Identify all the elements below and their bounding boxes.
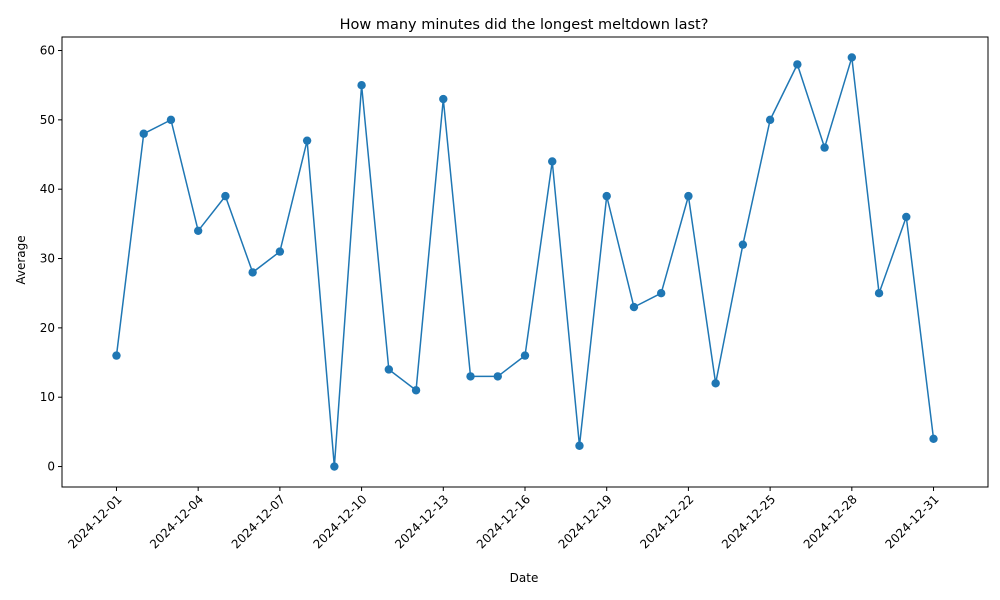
data-point	[275, 247, 285, 256]
y-tick-label: 0	[47, 460, 55, 474]
y-tick-label: 10	[40, 390, 55, 404]
data-point	[493, 372, 502, 381]
data-point	[411, 386, 421, 395]
data-point	[357, 80, 366, 90]
x-tick-label: 2024-12-01	[65, 492, 124, 551]
y-tick-label: 60	[40, 44, 55, 58]
data-point	[112, 351, 121, 360]
x-tick-label: 2024-12-10	[310, 492, 369, 551]
data-point	[793, 60, 802, 69]
data-point	[439, 94, 448, 104]
y-axis-title: Average	[14, 235, 28, 284]
data-point	[384, 365, 394, 374]
data-point	[684, 191, 693, 201]
x-tick-label: 2024-12-16	[474, 492, 533, 551]
x-axis-title: Date	[510, 571, 539, 585]
x-tick-label: 2024-12-31	[882, 492, 941, 551]
data-point	[902, 212, 911, 222]
data-point	[248, 268, 257, 277]
data-point	[738, 240, 748, 249]
x-tick-label: 2024-12-04	[147, 492, 206, 551]
y-tick-label: 30	[40, 252, 55, 266]
data-point	[193, 226, 203, 235]
x-tick-label: 2024-12-25	[719, 492, 778, 551]
x-tick-label: 2024-12-22	[637, 492, 696, 551]
data-point	[847, 53, 857, 62]
data-point	[166, 115, 176, 125]
y-tick-label: 50	[40, 113, 55, 127]
data-point	[602, 191, 611, 201]
data-point	[221, 191, 230, 201]
chart-title: How many minutes did the longest meltdow…	[340, 17, 709, 33]
plot-frame	[61, 36, 989, 488]
data-point	[520, 351, 530, 360]
data-point	[874, 289, 884, 298]
data-point	[929, 434, 938, 444]
data-point	[548, 157, 557, 166]
data-point	[330, 462, 339, 471]
y-tick-label: 20	[40, 321, 55, 335]
x-tick-label: 2024-12-28	[801, 492, 860, 551]
y-tick-label: 40	[40, 182, 55, 196]
data-point	[466, 372, 475, 381]
data-point	[820, 143, 829, 152]
x-tick-label: 2024-12-19	[556, 492, 615, 551]
data-point	[656, 289, 666, 298]
x-tick-label: 2024-12-07	[229, 492, 288, 551]
plot-area: 0 10 20 30 40 50 60 2024-12-01 2024-12-04 2024-12…	[40, 36, 989, 551]
data-point	[711, 379, 720, 388]
x-tick-label: 2024-12-13	[392, 492, 451, 551]
data-point	[575, 441, 584, 450]
data-point	[629, 302, 639, 312]
data-point	[139, 129, 148, 138]
data-point	[765, 115, 775, 125]
data-point	[302, 136, 312, 145]
series-line	[115, 56, 935, 468]
